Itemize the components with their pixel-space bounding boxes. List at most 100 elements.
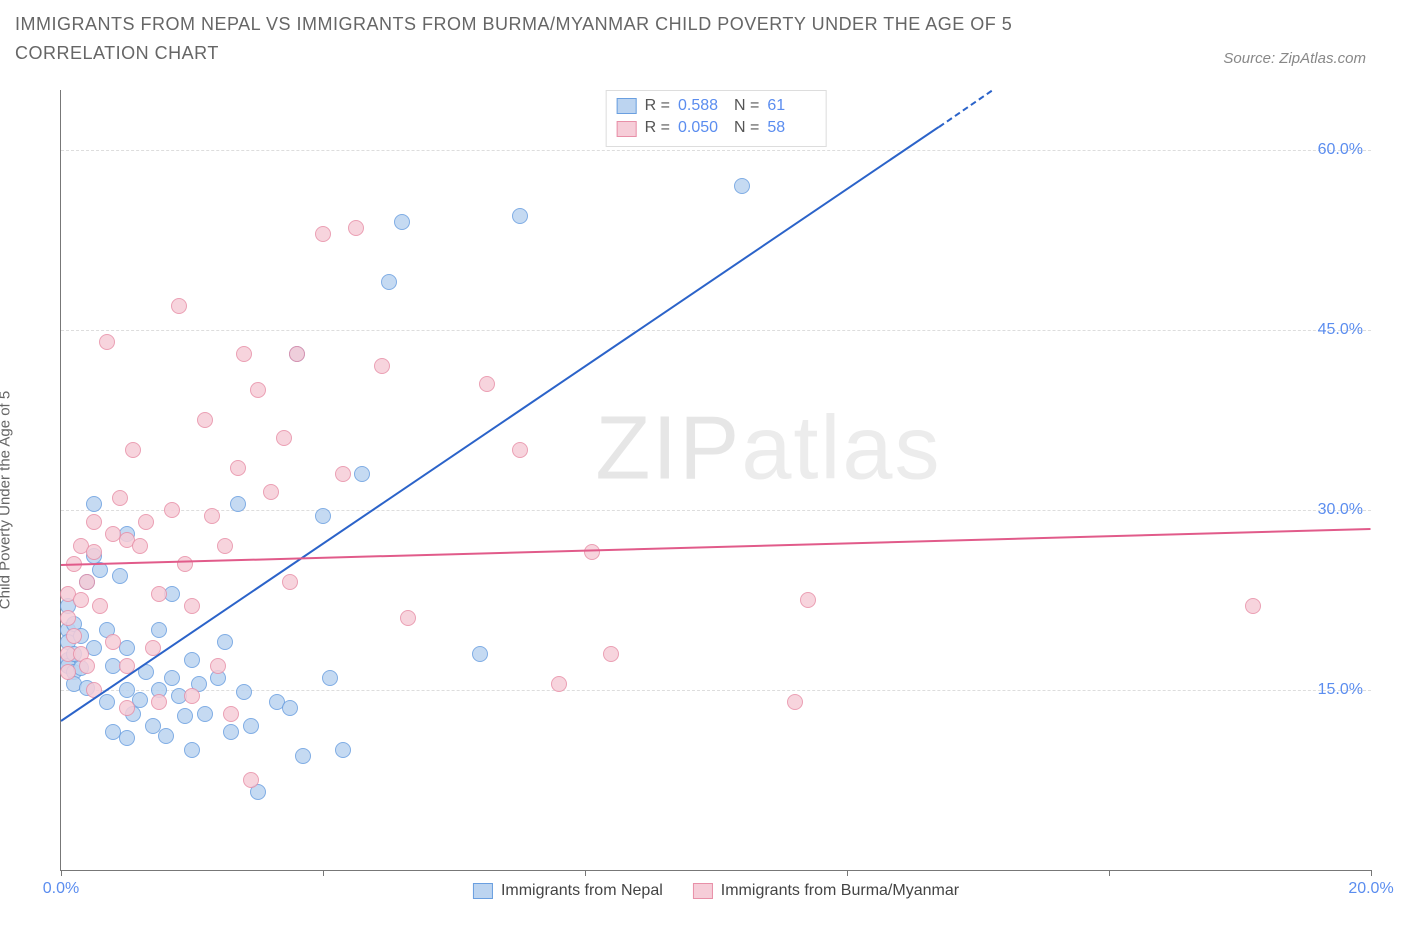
legend-swatch-burma [693,883,713,899]
legend-item-burma: Immigrants from Burma/Myanmar [693,882,959,900]
data-point-nepal [151,622,167,638]
gridline [61,330,1371,331]
x-tick [847,870,848,876]
data-point-burma [787,694,803,710]
data-point-nepal [243,718,259,734]
data-point-burma [171,298,187,314]
n-value: 58 [767,117,815,139]
source-attribution: Source: ZipAtlas.com [1223,50,1366,67]
n-label: N = [734,95,759,117]
y-tick-label: 15.0% [1318,681,1363,699]
regression-line [61,528,1371,566]
r-value: 0.050 [678,117,726,139]
x-tick [1109,870,1110,876]
r-value: 0.588 [678,95,726,117]
data-point-burma [204,508,220,524]
r-label: R = [645,95,670,117]
data-point-nepal [381,274,397,290]
data-point-burma [66,628,82,644]
bottom-legend: Immigrants from Nepal Immigrants from Bur… [473,882,959,900]
data-point-burma [99,334,115,350]
x-tick [1371,870,1372,876]
data-point-burma [105,634,121,650]
data-point-burma [86,514,102,530]
watermark-thin: atlas [741,398,941,498]
data-point-nepal [295,748,311,764]
y-tick-label: 45.0% [1318,321,1363,339]
data-point-burma [60,610,76,626]
stats-legend-box: R =0.588N =61R =0.050N =58 [606,90,827,147]
data-point-nepal [394,214,410,230]
data-point-burma [92,598,108,614]
data-point-burma [263,484,279,500]
regression-line-dash [938,90,992,128]
data-point-nepal [322,670,338,686]
data-point-burma [400,610,416,626]
gridline [61,150,1371,151]
data-point-burma [151,586,167,602]
data-point-nepal [472,646,488,662]
y-axis-label: Child Poverty Under the Age of 5 [0,391,14,609]
data-point-burma [335,466,351,482]
gridline [61,690,1371,691]
data-point-nepal [230,496,246,512]
source-name: ZipAtlas.com [1279,50,1366,67]
data-point-burma [1245,598,1261,614]
legend-swatch-nepal [473,883,493,899]
data-point-burma [184,688,200,704]
legend-label: Immigrants from Burma/Myanmar [721,882,959,900]
data-point-nepal [734,178,750,194]
data-point-burma [479,376,495,392]
data-point-burma [132,538,148,554]
data-point-nepal [335,742,351,758]
data-point-burma [243,772,259,788]
x-tick-label: 20.0% [1348,880,1393,898]
legend-swatch-burma [617,121,637,137]
stats-row-nepal: R =0.588N =61 [617,95,816,117]
data-point-burma [86,544,102,560]
data-point-burma [119,700,135,716]
data-point-nepal [236,684,252,700]
data-point-burma [138,514,154,530]
y-tick-label: 30.0% [1318,501,1363,519]
gridline [61,510,1371,511]
plot-wrap: Child Poverty Under the Age of 5 ZIPatla… [15,90,1391,910]
data-point-nepal [177,708,193,724]
data-point-burma [164,502,180,518]
data-point-nepal [86,496,102,512]
data-point-burma [250,382,266,398]
n-label: N = [734,117,759,139]
data-point-nepal [354,466,370,482]
data-point-burma [151,694,167,710]
data-point-nepal [282,700,298,716]
x-tick [585,870,586,876]
data-point-burma [276,430,292,446]
data-point-burma [603,646,619,662]
data-point-nepal [164,670,180,686]
data-point-burma [60,664,76,680]
data-point-burma [79,574,95,590]
data-point-burma [223,706,239,722]
x-tick [323,870,324,876]
data-point-burma [800,592,816,608]
x-tick-label: 0.0% [43,880,79,898]
legend-label: Immigrants from Nepal [501,882,663,900]
data-point-burma [289,346,305,362]
data-point-nepal [184,742,200,758]
data-point-nepal [217,634,233,650]
data-point-burma [79,658,95,674]
data-point-nepal [99,694,115,710]
data-point-burma [125,442,141,458]
r-label: R = [645,117,670,139]
source-prefix: Source: [1223,50,1279,67]
x-tick [61,870,62,876]
data-point-burma [348,220,364,236]
data-point-burma [230,460,246,476]
data-point-nepal [184,652,200,668]
legend-swatch-nepal [617,98,637,114]
data-point-nepal [197,706,213,722]
data-point-burma [177,556,193,572]
data-point-burma [374,358,390,374]
data-point-burma [210,658,226,674]
data-point-burma [73,592,89,608]
